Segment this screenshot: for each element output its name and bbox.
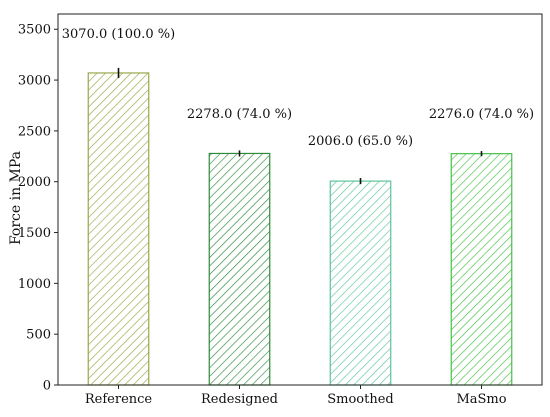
bar-smoothed xyxy=(329,180,392,386)
y-tick-label: 1500 xyxy=(18,226,51,241)
bar-value-label: 2006.0 (65.0 %) xyxy=(308,134,413,149)
y-tick-label: 3500 xyxy=(18,23,51,38)
bar-value-label: 2276.0 (74.0 %) xyxy=(429,107,534,122)
x-tick-label: Redesigned xyxy=(201,392,278,407)
bar-value-label: 2278.0 (74.0 %) xyxy=(187,107,292,122)
data-labels: 3070.0 (100.0 %) 2278.0 (74.0 %) 2006.0 (6… xyxy=(62,27,534,149)
y-tick-label: 0 xyxy=(43,379,51,394)
y-tick-label: 500 xyxy=(26,328,51,343)
bar-reference xyxy=(87,72,150,386)
bar-masmo xyxy=(450,153,513,386)
y-tick-label: 2000 xyxy=(18,175,51,190)
y-tick-label: 1000 xyxy=(18,277,51,292)
bar-value-label: 3070.0 (100.0 %) xyxy=(62,27,175,42)
x-tick-label: Reference xyxy=(85,392,153,407)
y-axis-ticks: 0 500 1000 1500 2000 2500 3000 3500 xyxy=(18,23,58,394)
error-bars xyxy=(117,67,483,185)
plot-frame xyxy=(57,13,543,386)
y-axis-title: Force in MPa xyxy=(8,151,24,245)
y-tick-label: 3000 xyxy=(18,74,51,89)
x-tick-label: MaSmo xyxy=(456,392,506,407)
x-tick-label: Smoothed xyxy=(327,392,394,407)
bar-redesigned xyxy=(208,152,271,386)
y-tick-label: 2500 xyxy=(18,124,51,139)
x-axis-ticks: Reference Redesigned Smoothed MaSmo xyxy=(85,385,507,407)
